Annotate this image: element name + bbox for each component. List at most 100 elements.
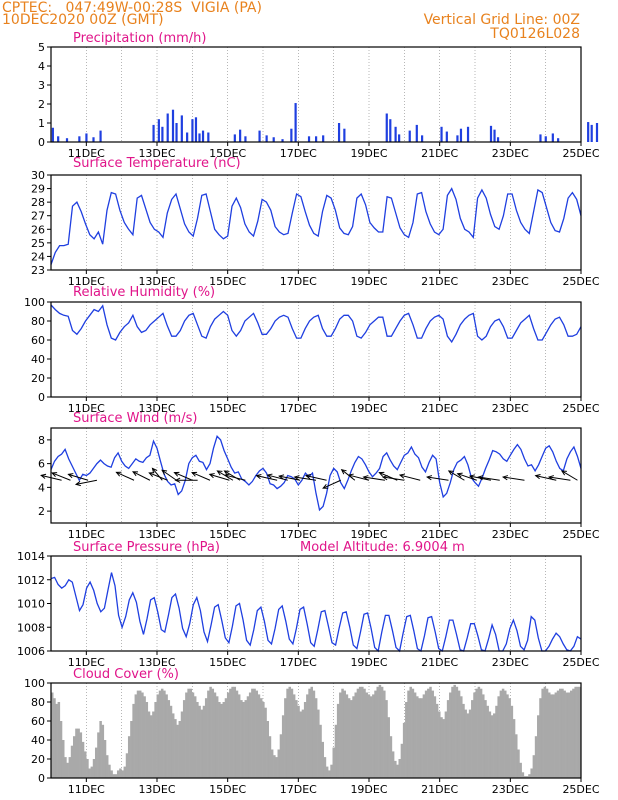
precip-bar bbox=[459, 128, 463, 142]
wind-arrow bbox=[305, 475, 327, 481]
y-tick-label: 100 bbox=[24, 296, 45, 309]
x-tick-label: 21DEC bbox=[421, 275, 458, 288]
wind-arrow bbox=[561, 470, 578, 481]
cloud-bar bbox=[182, 700, 186, 778]
precip-bar bbox=[194, 117, 198, 142]
cloud-bar bbox=[440, 717, 443, 778]
precip-bar bbox=[337, 123, 341, 142]
precip-bar bbox=[198, 133, 201, 142]
x-tick-label: 25DEC bbox=[562, 275, 599, 288]
precip-bar bbox=[307, 136, 311, 142]
cloud-bar bbox=[325, 766, 329, 778]
x-tick-label: 13DEC bbox=[138, 147, 175, 160]
wind-arrow bbox=[161, 469, 177, 481]
wind-arrow bbox=[382, 476, 405, 481]
cloud-bar bbox=[391, 751, 395, 778]
wind-arrow bbox=[279, 475, 301, 481]
cloud-bar bbox=[268, 736, 272, 778]
x-tick-label: 25DEC bbox=[562, 147, 599, 160]
cloud-bar bbox=[369, 696, 373, 778]
cloud-bar bbox=[402, 722, 406, 778]
cloud-bar bbox=[572, 688, 575, 778]
x-tick-label: 21DEC bbox=[421, 147, 458, 160]
cloud-bar bbox=[240, 700, 243, 778]
wind-arrow-head bbox=[40, 473, 47, 479]
cloud-bar bbox=[526, 776, 529, 778]
cloud-bar bbox=[147, 711, 151, 778]
cloud-bar bbox=[130, 721, 133, 778]
cloud-bar bbox=[167, 700, 171, 778]
precip-bar bbox=[440, 126, 443, 142]
cloud-bar bbox=[222, 702, 226, 778]
precip-bar bbox=[445, 131, 448, 142]
cloud-bar bbox=[108, 764, 111, 778]
precip-bar bbox=[421, 135, 424, 142]
y-tick-label: 4 bbox=[38, 481, 45, 494]
cloud-bar bbox=[127, 736, 131, 778]
cloud-bar bbox=[431, 690, 434, 778]
cloud-bar bbox=[343, 690, 346, 778]
cloud-bar bbox=[231, 686, 234, 778]
cloud-bar bbox=[323, 757, 327, 778]
cloud-bar bbox=[187, 688, 190, 778]
x-tick-label: 19DEC bbox=[350, 783, 387, 796]
cloud-bar bbox=[350, 700, 353, 778]
cloud-bar bbox=[61, 740, 65, 778]
wind-arrow-head bbox=[174, 477, 181, 483]
x-tick-label: 23DEC bbox=[492, 656, 529, 669]
precip-bar bbox=[415, 124, 418, 142]
cloud-bar bbox=[229, 688, 232, 778]
cloud-bar bbox=[224, 698, 228, 778]
cloud-bar bbox=[407, 690, 410, 778]
cloud-bar bbox=[341, 688, 344, 778]
cloud-bar bbox=[158, 690, 162, 778]
panel-subtitle: Model Altitude: 6.9004 m bbox=[300, 540, 465, 555]
wind-arrow bbox=[174, 472, 193, 481]
precip-bar bbox=[265, 135, 268, 142]
panel-6: Cloud Cover (%) 0 20 40 60 80 100 11DEC 13DEC 15D… bbox=[24, 667, 600, 796]
wind-arrow-head bbox=[468, 474, 475, 480]
y-tick-label: 3 bbox=[38, 79, 45, 92]
x-tick-label: 25DEC bbox=[562, 656, 599, 669]
precip-bar bbox=[207, 132, 210, 142]
cloud-bar bbox=[319, 724, 322, 778]
x-tick-label: 17DEC bbox=[280, 147, 317, 160]
cloud-bar bbox=[484, 700, 487, 778]
precip-bar bbox=[385, 113, 388, 142]
precip-bar bbox=[496, 137, 500, 142]
cloud-bar bbox=[565, 692, 569, 778]
cloud-bar bbox=[235, 690, 239, 778]
cloud-bar bbox=[385, 700, 388, 778]
cloud-bar bbox=[198, 705, 201, 778]
y-tick-label: 0 bbox=[38, 772, 45, 785]
panel-frame bbox=[50, 682, 582, 779]
cloud-bar bbox=[528, 774, 531, 778]
cloud-bar bbox=[576, 686, 580, 778]
wind-arrow-head bbox=[347, 473, 354, 479]
precip-bar bbox=[290, 128, 293, 142]
cloud-bar bbox=[270, 749, 274, 778]
cloud-bar bbox=[88, 768, 91, 778]
series-line bbox=[50, 572, 582, 653]
x-tick-label: 23DEC bbox=[492, 402, 529, 415]
panel-title: Surface Wind (m/s) bbox=[73, 411, 197, 426]
x-tick-label: 23DEC bbox=[492, 275, 529, 288]
cloud-bar bbox=[83, 751, 87, 778]
x-tick-label: 15DEC bbox=[209, 528, 246, 541]
x-tick-label: 19DEC bbox=[350, 402, 387, 415]
wind-arrow-head bbox=[132, 471, 139, 477]
cloud-bar bbox=[218, 702, 221, 778]
cloud-bar bbox=[134, 694, 138, 778]
y-tick-label: 24 bbox=[31, 250, 45, 263]
cloud-bar bbox=[119, 768, 122, 778]
precip-bar bbox=[78, 136, 81, 142]
header-grid-note: Vertical Grid Line: 00Z bbox=[423, 12, 580, 28]
y-tick-label: 0 bbox=[38, 136, 45, 149]
cloud-bar bbox=[59, 721, 63, 778]
x-tick-label: 13DEC bbox=[138, 528, 175, 541]
x-tick-label: 25DEC bbox=[562, 402, 599, 415]
precip-bar bbox=[557, 138, 560, 142]
x-tick-label: 23DEC bbox=[492, 783, 529, 796]
cloud-bar bbox=[486, 705, 489, 778]
precip-bar bbox=[466, 126, 470, 142]
